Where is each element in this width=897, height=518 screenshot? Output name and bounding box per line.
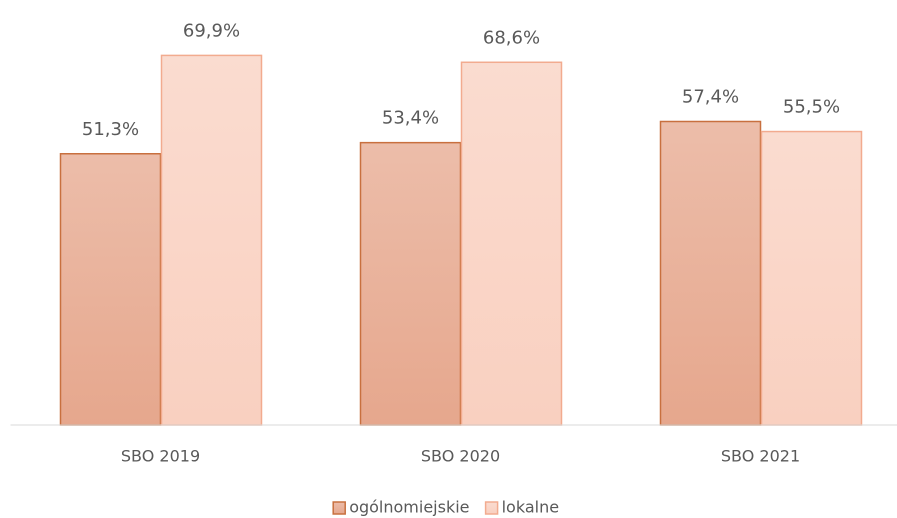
legend-label: ogólnomiejskie [349,498,469,517]
bar [359,141,462,426]
legend-swatch [332,501,346,515]
value-label: 55,5% [783,97,840,118]
bar [659,120,762,426]
bar [160,54,263,426]
bar [760,130,863,426]
legend-label: lokalne [502,498,559,517]
value-label: 53,4% [382,108,439,129]
value-label: 69,9% [183,20,240,41]
value-label: 51,3% [82,119,139,140]
x-tick-label: SBO 2020 [421,447,500,466]
x-tick-label: SBO 2021 [721,447,800,466]
value-label: 68,6% [483,27,540,48]
bar [460,61,563,426]
bar [59,153,162,426]
value-label: 57,4% [682,86,739,107]
legend-swatch [484,501,499,515]
x-tick-label: SBO 2019 [121,447,200,466]
